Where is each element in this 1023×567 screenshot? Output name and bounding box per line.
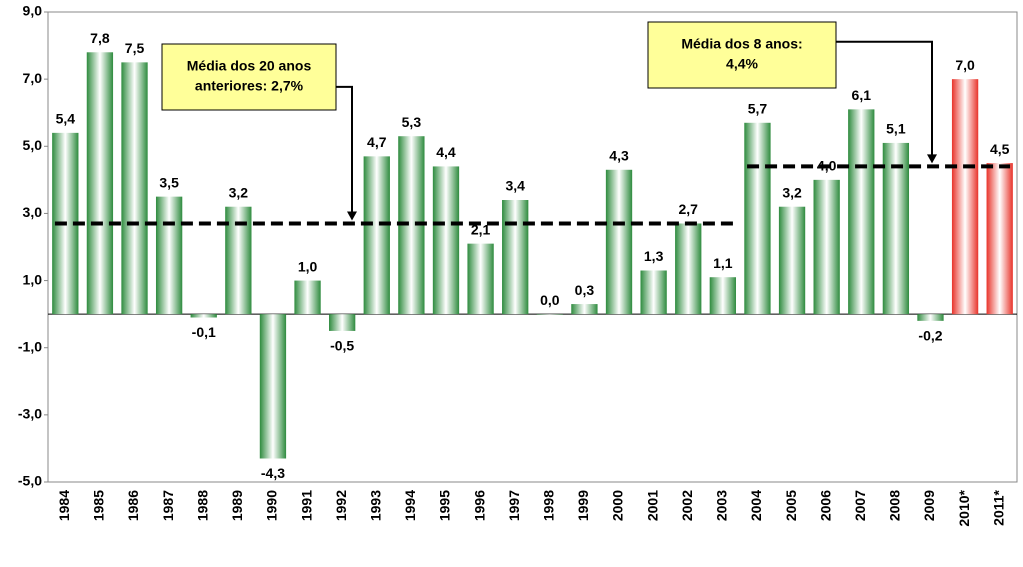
bar	[86, 52, 114, 315]
x-tick-label: 2004	[748, 490, 764, 521]
bar	[432, 166, 460, 315]
bar	[502, 200, 529, 315]
x-tick-label: 1994	[402, 490, 418, 521]
bar	[675, 223, 702, 315]
x-tick-label: 2011*	[990, 489, 1006, 525]
callout-arrow	[336, 85, 353, 216]
bar	[155, 196, 183, 315]
x-tick-label: 2005	[783, 490, 799, 521]
bar	[813, 179, 840, 315]
bar	[951, 79, 979, 315]
x-tick-label: 1992	[333, 490, 349, 521]
x-tick-label: 1987	[160, 490, 176, 521]
x-tick-label: 2009	[921, 490, 937, 521]
bar	[259, 314, 287, 459]
bar	[848, 109, 875, 315]
x-tick-label: 1998	[541, 490, 557, 521]
bar	[190, 314, 217, 318]
bar	[640, 270, 667, 315]
x-tick-label: 1984	[56, 490, 72, 521]
data-label: 5,4	[56, 111, 76, 127]
x-tick-label: 1988	[194, 490, 210, 521]
data-label: 4,4	[436, 144, 456, 160]
data-label: 7,5	[125, 40, 145, 56]
bar	[778, 206, 806, 315]
bar	[121, 62, 148, 315]
bar	[882, 142, 910, 315]
x-tick-label: 1995	[437, 490, 453, 521]
x-tick-label: 2010*	[956, 489, 972, 526]
x-tick-label: 2003	[714, 490, 730, 521]
x-tick-label: 1996	[471, 490, 487, 521]
data-label: 3,5	[159, 174, 179, 190]
x-tick-label: 2002	[679, 490, 695, 521]
data-label: -0,5	[330, 338, 354, 354]
data-label: 7,8	[90, 30, 110, 46]
x-tick-label: 1993	[367, 490, 383, 521]
bar	[363, 156, 390, 315]
bar	[294, 280, 321, 315]
y-tick-label: 7,0	[23, 70, 43, 86]
data-label: 5,1	[886, 121, 906, 137]
annotation-text: Média dos 20 anos	[187, 58, 312, 74]
data-label: -0,1	[192, 324, 216, 340]
callout-arrow	[836, 40, 933, 159]
x-tick-label: 2007	[852, 490, 868, 521]
annotation-box	[647, 21, 837, 89]
data-label: -4,3	[261, 465, 285, 481]
y-tick-label: -5,0	[18, 473, 42, 489]
data-label: 4,5	[990, 141, 1010, 157]
y-tick-label: 9,0	[23, 3, 43, 19]
data-label: -0,2	[918, 328, 942, 344]
arrow-head	[927, 154, 937, 164]
x-tick-label: 2006	[817, 490, 833, 521]
data-label: 4,3	[609, 147, 629, 163]
bar	[744, 122, 771, 315]
plot-frame	[47, 11, 1018, 483]
annotation-box	[161, 43, 337, 111]
arrow-head	[347, 211, 357, 221]
x-tick-label: 2008	[887, 490, 903, 521]
bar	[709, 277, 736, 315]
data-label: 3,2	[782, 184, 802, 200]
data-label: 7,0	[955, 57, 975, 73]
data-label: 5,3	[402, 114, 422, 130]
y-tick-label: 5,0	[23, 137, 43, 153]
data-label: 0,3	[575, 282, 595, 298]
data-label: 0,0	[540, 292, 560, 308]
data-label: 1,3	[644, 248, 664, 264]
bar	[536, 314, 563, 315]
data-label: 4,7	[367, 134, 387, 150]
bar	[605, 169, 633, 315]
x-tick-label: 1999	[575, 490, 591, 521]
y-tick-label: 1,0	[23, 271, 43, 287]
data-label: 1,0	[298, 258, 318, 274]
x-tick-label: 1989	[229, 490, 245, 521]
data-label: 2,7	[678, 201, 698, 217]
bar	[917, 314, 944, 321]
annotation-text: Média dos 8 anos:	[681, 36, 802, 52]
x-tick-label: 1986	[125, 490, 141, 521]
bar	[329, 314, 356, 331]
data-label: 3,2	[229, 184, 249, 200]
x-tick-label: 1991	[298, 490, 314, 521]
y-tick-label: -1,0	[18, 338, 42, 354]
data-label: 5,7	[748, 100, 768, 116]
bar	[571, 304, 598, 315]
x-tick-label: 1990	[264, 490, 280, 521]
annotation-text: 4,4%	[726, 56, 758, 72]
x-tick-label: 2000	[610, 490, 626, 521]
x-tick-label: 1997	[506, 490, 522, 521]
annotation-text: anteriores: 2,7%	[195, 78, 304, 94]
bar	[986, 163, 1013, 315]
bar	[467, 243, 494, 315]
data-label: 1,1	[713, 255, 733, 271]
data-label: 6,1	[852, 87, 872, 103]
y-tick-label: 3,0	[23, 204, 43, 220]
x-tick-label: 1985	[91, 490, 107, 521]
y-tick-label: -3,0	[18, 406, 42, 422]
data-label: 3,4	[505, 178, 525, 194]
x-tick-label: 2001	[644, 490, 660, 521]
